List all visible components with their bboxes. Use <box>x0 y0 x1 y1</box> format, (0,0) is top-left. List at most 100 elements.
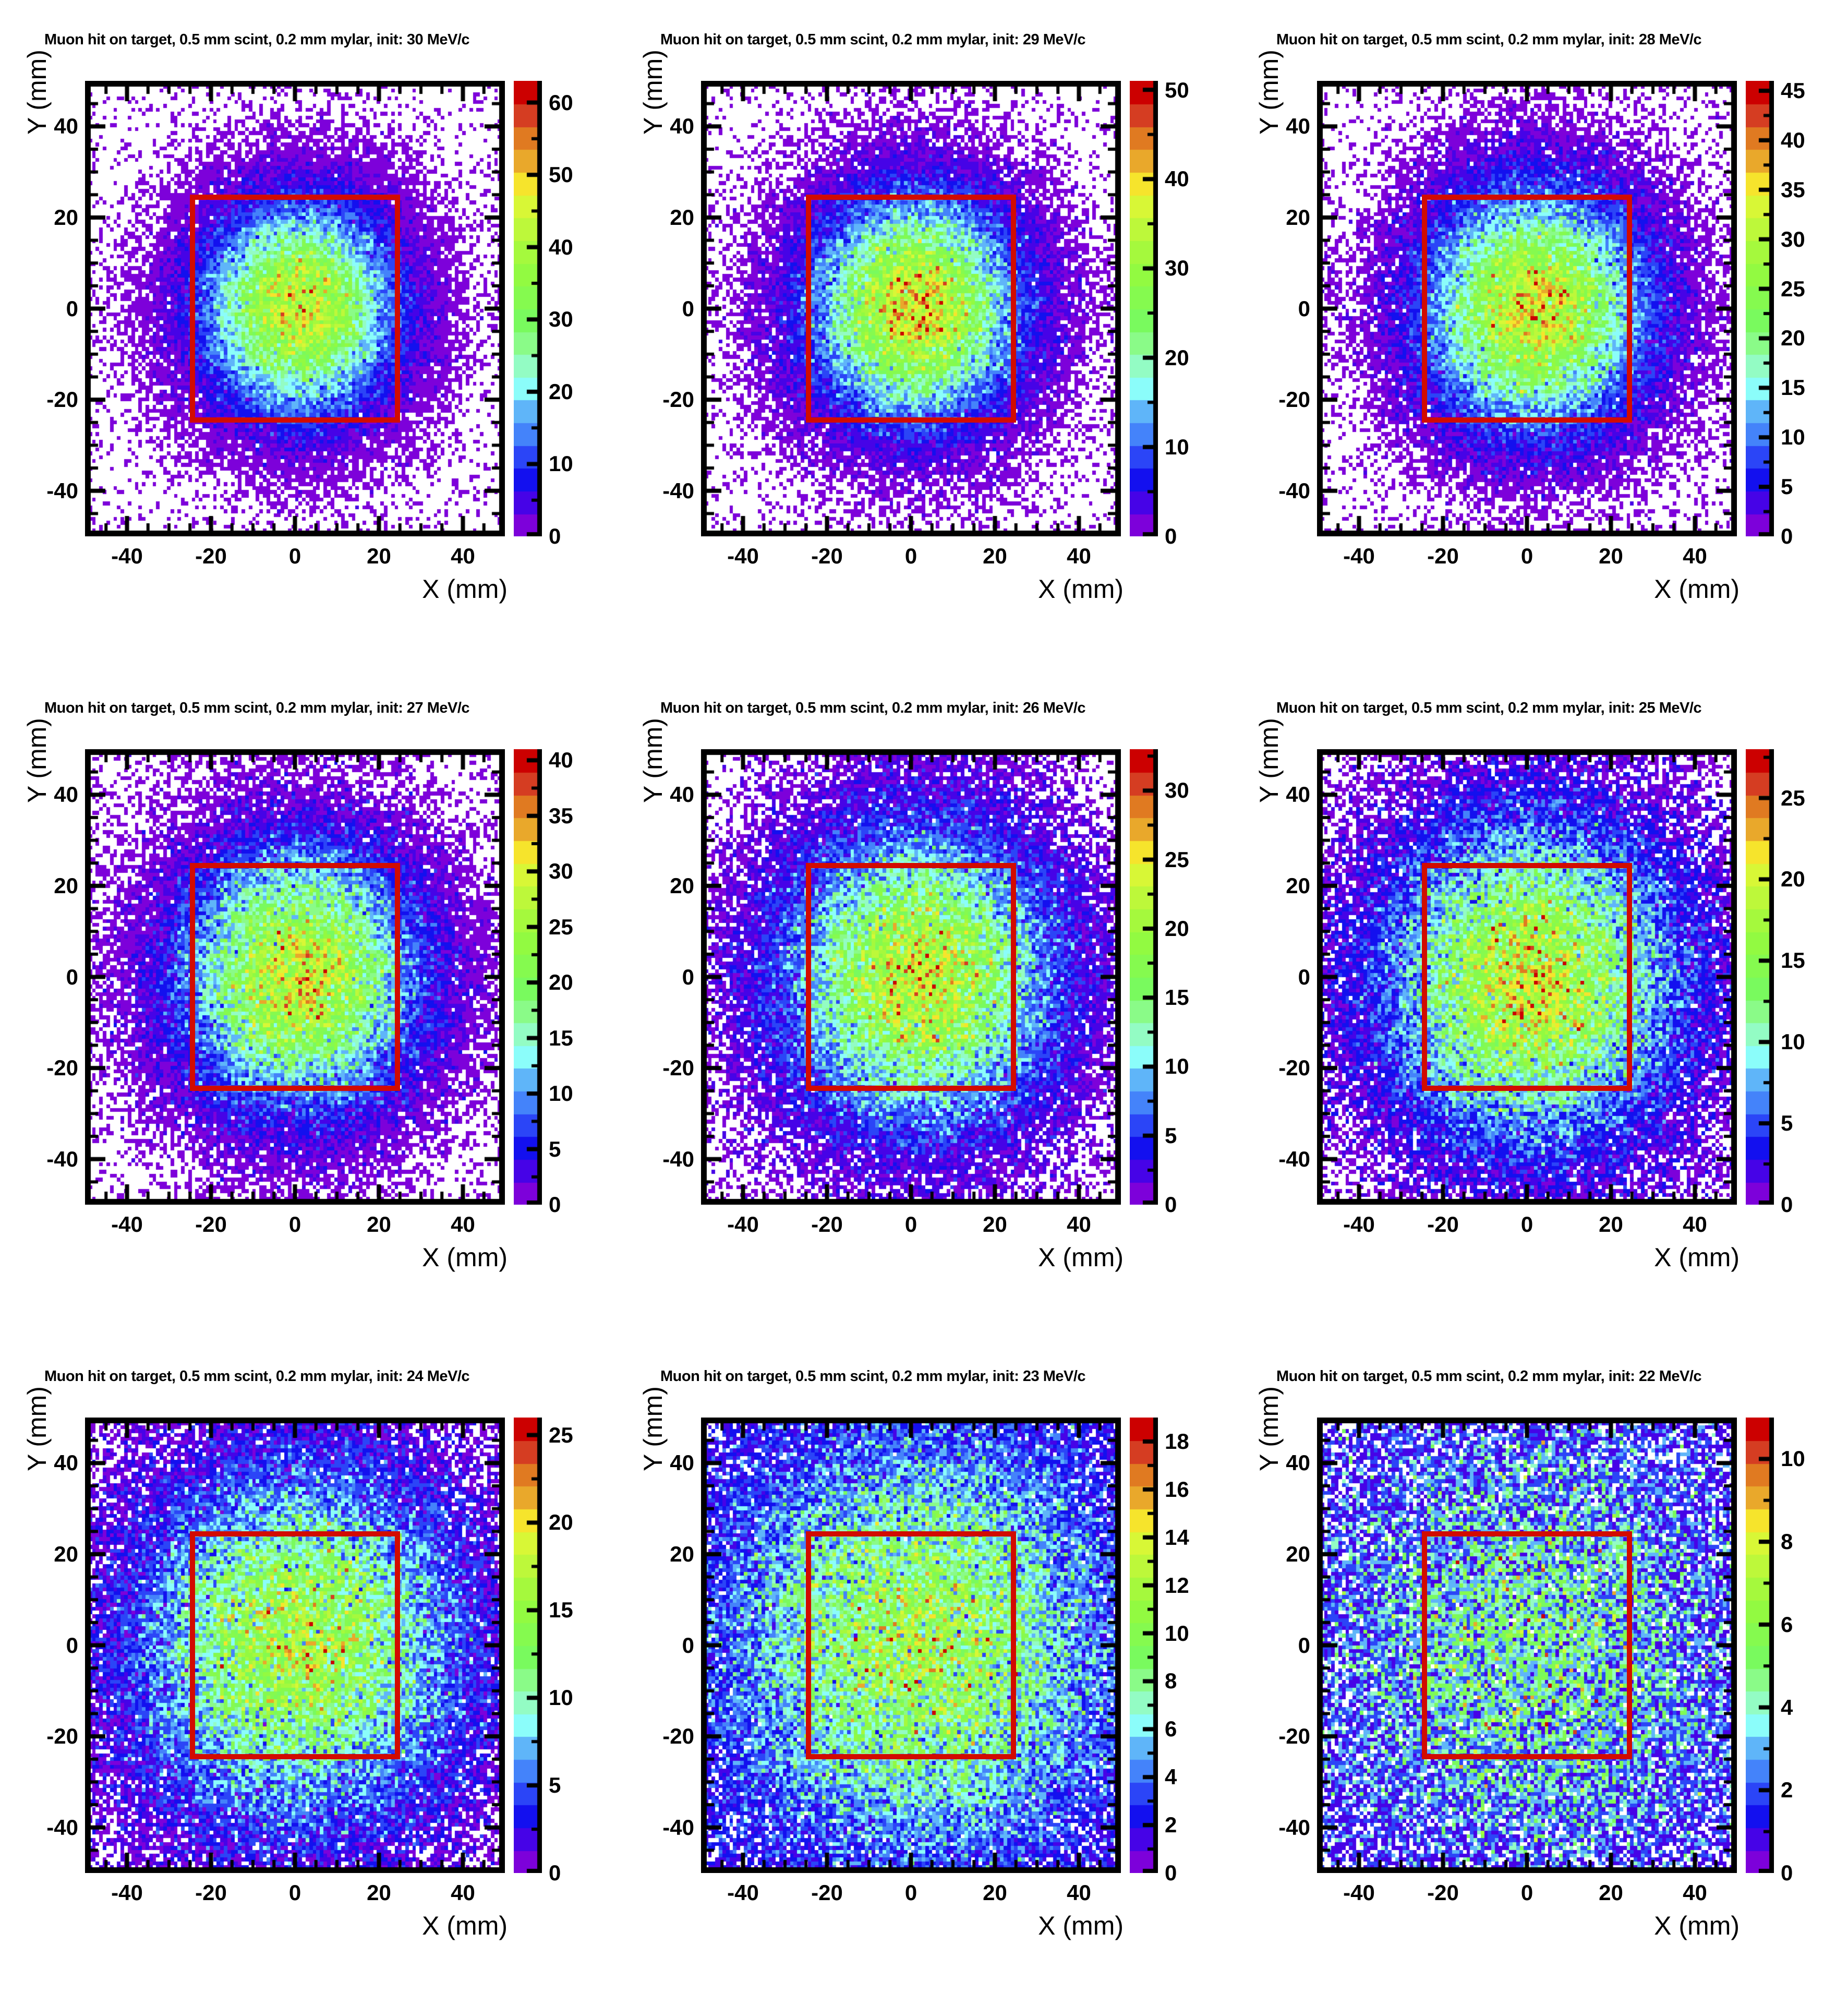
colorbar-tick-label: 30 <box>1165 256 1189 281</box>
x-tick-label: -40 <box>111 1212 143 1236</box>
colorbar-canvas <box>1130 81 1158 536</box>
colorbar-canvas <box>1746 749 1774 1205</box>
y-tick-label: 20 <box>1286 873 1310 898</box>
colorbar-canvas <box>514 749 542 1205</box>
colorbar-canvas <box>514 1418 542 1873</box>
colorbar-tick-label: 40 <box>549 234 573 259</box>
x-tick-label: 0 <box>1520 1212 1533 1236</box>
x-tick-label: 0 <box>904 1880 917 1905</box>
x-tick-label: 0 <box>1520 1880 1533 1905</box>
x-tick-label: -20 <box>1427 1212 1459 1236</box>
y-tick-label: 0 <box>66 964 78 989</box>
plot-title: Muon hit on target, 0.5 mm scint, 0.2 mm… <box>1276 31 1702 48</box>
plot-cell: Muon hit on target, 0.5 mm scint, 0.2 mm… <box>0 1337 616 2005</box>
y-tick-label: 0 <box>66 296 78 321</box>
x-axis-title: X (mm) <box>1038 1911 1124 1940</box>
plot-cell: Muon hit on target, 0.5 mm scint, 0.2 mm… <box>1232 668 1848 1337</box>
x-tick-label: 40 <box>1683 1212 1707 1236</box>
colorbar-tick-label: 8 <box>1165 1668 1177 1694</box>
plot-cell: Muon hit on target, 0.5 mm scint, 0.2 mm… <box>616 1337 1232 2005</box>
acceptance-box <box>190 863 400 1091</box>
colorbar-tick-label: 15 <box>549 1598 573 1623</box>
x-tick-label: -20 <box>195 1212 227 1236</box>
y-tick-label: -20 <box>46 1055 78 1080</box>
x-tick-label: 40 <box>1683 1880 1707 1905</box>
acceptance-box <box>1422 863 1632 1091</box>
colorbar-tick-label: 0 <box>1781 524 1793 548</box>
colorbar-tick-label: 14 <box>1165 1524 1189 1550</box>
plot-cell: Muon hit on target, 0.5 mm scint, 0.2 mm… <box>1232 1337 1848 2005</box>
colorbar-tick-label: 10 <box>549 451 573 476</box>
heatmap-canvas <box>701 1418 1121 1873</box>
colorbar-canvas <box>1746 81 1774 536</box>
y-tick-label: 40 <box>54 782 78 807</box>
y-tick-label: -40 <box>46 1146 78 1171</box>
colorbar-tick-label: 10 <box>1165 434 1189 459</box>
y-tick-label: 20 <box>1286 205 1310 230</box>
colorbar-tick-label: 5 <box>549 1773 561 1798</box>
x-axis-title: X (mm) <box>1654 1243 1740 1272</box>
heatmap-canvas <box>1317 81 1737 536</box>
colorbar-tick-label: 40 <box>549 748 573 773</box>
colorbar-tick-label: 15 <box>1781 948 1805 973</box>
y-tick-label: 0 <box>1298 1632 1310 1658</box>
x-tick-label: 0 <box>288 1212 301 1236</box>
x-tick-label: 20 <box>983 544 1007 568</box>
x-tick-label: -40 <box>111 1880 143 1905</box>
x-tick-label: 0 <box>904 1212 917 1236</box>
x-tick-label: 20 <box>367 1880 391 1905</box>
acceptance-box <box>806 1531 1016 1759</box>
plot-cell: Muon hit on target, 0.5 mm scint, 0.2 mm… <box>616 0 1232 668</box>
colorbar-tick-label: 5 <box>549 1136 561 1161</box>
x-tick-label: -40 <box>727 544 759 568</box>
y-tick-label: -40 <box>1278 1146 1310 1171</box>
y-tick-label: 40 <box>670 782 694 807</box>
plot-title: Muon hit on target, 0.5 mm scint, 0.2 mm… <box>660 31 1086 48</box>
y-tick-label: 40 <box>1286 782 1310 807</box>
colorbar-tick-label: 25 <box>1781 276 1805 301</box>
plot-title: Muon hit on target, 0.5 mm scint, 0.2 mm… <box>44 1368 470 1385</box>
y-tick-label: 20 <box>54 205 78 230</box>
colorbar-tick-label: 5 <box>1781 1111 1793 1136</box>
y-tick-label: 40 <box>1286 114 1310 139</box>
colorbar-tick-label: 20 <box>1165 345 1189 370</box>
colorbar-tick-label: 12 <box>1165 1572 1189 1598</box>
y-tick-label: 0 <box>682 1632 694 1658</box>
colorbar-tick-label: 25 <box>549 1422 573 1447</box>
x-tick-label: 20 <box>1599 1212 1623 1236</box>
plot-title: Muon hit on target, 0.5 mm scint, 0.2 mm… <box>660 700 1086 716</box>
x-tick-label: 40 <box>451 1212 475 1236</box>
x-tick-label: 40 <box>451 544 475 568</box>
y-tick-label: -40 <box>46 478 78 503</box>
y-tick-label: 20 <box>670 873 694 898</box>
plot-title: Muon hit on target, 0.5 mm scint, 0.2 mm… <box>1276 700 1702 716</box>
colorbar-tick-label: 16 <box>1165 1476 1189 1502</box>
x-axis-title: X (mm) <box>422 1243 508 1272</box>
colorbar-canvas <box>1130 1418 1158 1873</box>
y-tick-label: -40 <box>1278 478 1310 503</box>
y-tick-label: -20 <box>662 1055 694 1080</box>
colorbar-tick-label: 60 <box>549 90 573 115</box>
colorbar-tick-label: 0 <box>549 1860 561 1885</box>
colorbar-tick-label: 40 <box>1165 166 1189 191</box>
plot-cell: Muon hit on target, 0.5 mm scint, 0.2 mm… <box>0 668 616 1337</box>
colorbar-tick-label: 10 <box>1165 1620 1189 1646</box>
acceptance-box <box>806 863 1016 1091</box>
colorbar-tick-label: 10 <box>549 1685 573 1710</box>
colorbar-tick-label: 6 <box>1165 1716 1177 1742</box>
x-tick-label: -20 <box>1427 544 1459 568</box>
colorbar-tick-label: 4 <box>1165 1764 1177 1790</box>
y-tick-label: 40 <box>54 1450 78 1475</box>
x-tick-label: 40 <box>451 1880 475 1905</box>
y-tick-label: 20 <box>54 1541 78 1566</box>
colorbar-tick-label: 10 <box>1781 1029 1805 1054</box>
y-tick-label: -20 <box>1278 387 1310 412</box>
x-tick-label: -40 <box>1343 1880 1375 1905</box>
x-tick-label: -40 <box>727 1880 759 1905</box>
x-axis-title: X (mm) <box>1654 1911 1740 1940</box>
colorbar-canvas <box>514 81 542 536</box>
y-tick-label: 20 <box>670 205 694 230</box>
colorbar-tick-label: 15 <box>549 1025 573 1050</box>
y-tick-label: -20 <box>46 1724 78 1749</box>
y-tick-label: -40 <box>662 478 694 503</box>
